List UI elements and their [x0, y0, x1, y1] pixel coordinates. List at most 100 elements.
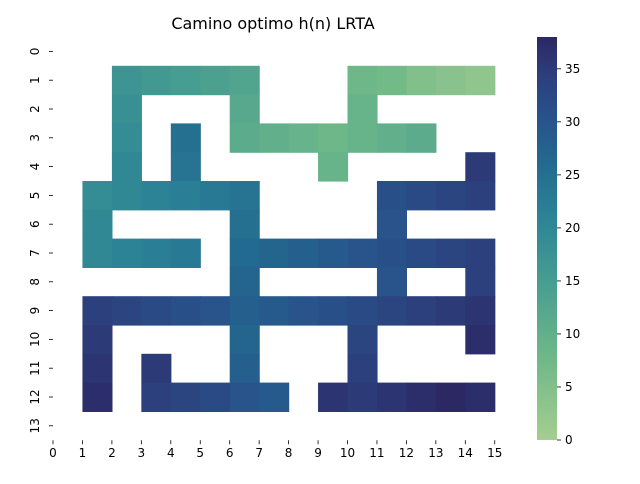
heatmap-cell	[465, 152, 496, 182]
heatmap-cell	[465, 65, 496, 96]
heatmap-cell	[318, 152, 349, 182]
heatmap-cell	[82, 238, 113, 268]
heatmap-cell	[111, 181, 142, 211]
colorbar-gradient	[537, 37, 557, 440]
heatmap-cell	[111, 296, 142, 326]
heatmap-cell	[141, 382, 172, 412]
heatmap-cell	[376, 209, 407, 240]
x-tick-label: 6	[226, 446, 234, 460]
x-tick-label: 1	[79, 446, 87, 460]
heatmap-cell	[170, 152, 201, 182]
heatmap-cell	[111, 152, 142, 182]
heatmap-cell	[406, 382, 437, 412]
heatmap-cell	[229, 353, 260, 384]
heatmap-cell	[347, 296, 378, 326]
heatmap-cell	[288, 123, 319, 153]
heatmap-cell	[259, 238, 290, 268]
y-tick-label: 5	[28, 192, 42, 200]
x-tick-label: 5	[196, 446, 204, 460]
colorbar-tick-label: 35	[565, 62, 580, 76]
x-tick-label: 3	[138, 446, 146, 460]
x-tick-label: 10	[340, 446, 355, 460]
heatmap-cell	[406, 181, 437, 211]
heatmap-cell	[288, 296, 319, 326]
y-tick-label: 0	[28, 48, 42, 56]
heatmap-cell	[111, 94, 142, 124]
heatmap-cell	[170, 296, 201, 326]
heatmap-cell	[170, 123, 201, 153]
x-tick-label: 15	[487, 446, 502, 460]
heatmap-cell	[465, 267, 496, 297]
heatmap-cells	[82, 65, 496, 412]
chart-title: Camino optimo h(n) LRTA	[171, 14, 374, 33]
heatmap-cell	[318, 382, 349, 412]
heatmap-cell	[170, 238, 201, 268]
x-tick-label: 9	[314, 446, 322, 460]
heatmap-cell	[376, 181, 407, 211]
heatmap-cell	[318, 296, 349, 326]
heatmap-cell	[200, 382, 231, 412]
heatmap-cell	[435, 181, 466, 211]
heatmap-cell	[200, 296, 231, 326]
heatmap-cell	[465, 238, 496, 268]
heatmap-cell	[465, 325, 496, 355]
y-tick-label: 11	[28, 361, 42, 376]
heatmap-cell	[406, 123, 437, 153]
heatmap-cell	[347, 353, 378, 384]
x-tick-label: 2	[108, 446, 116, 460]
heatmap-cell	[465, 181, 496, 211]
y-tick-label: 8	[28, 278, 42, 286]
heatmap-cell	[141, 353, 172, 384]
colorbar-tick-label: 30	[565, 115, 580, 129]
colorbar: 0 5 10 15 20 25 30 35	[537, 37, 580, 447]
heatmap-cell	[170, 65, 201, 96]
y-tick-label: 13	[28, 418, 42, 433]
x-tick-label: 11	[369, 446, 384, 460]
y-tick-label: 10	[28, 332, 42, 347]
heatmap-cell	[170, 382, 201, 412]
colorbar-tick-label: 25	[565, 168, 580, 182]
heatmap-cell	[229, 382, 260, 412]
heatmap-cell	[141, 65, 172, 96]
heatmap-cell	[82, 209, 113, 240]
heatmap-cell	[376, 296, 407, 326]
heatmap-cell	[229, 267, 260, 297]
heatmap-cell	[318, 123, 349, 153]
heatmap-cell	[82, 325, 113, 355]
x-tick-label: 13	[428, 446, 443, 460]
heatmap-cell	[406, 65, 437, 96]
heatmap-cell	[259, 296, 290, 326]
heatmap-cell	[465, 382, 496, 412]
y-tick-label: 7	[28, 249, 42, 257]
heatmap-cell	[82, 296, 113, 326]
y-tick-label: 4	[28, 163, 42, 171]
colorbar-tick-label: 10	[565, 327, 580, 341]
heatmap-cell	[229, 65, 260, 96]
x-tick-label: 8	[285, 446, 293, 460]
heatmap-cell	[229, 325, 260, 355]
x-tick-label: 7	[255, 446, 263, 460]
heatmap-cell	[141, 296, 172, 326]
heatmap-cell	[435, 238, 466, 268]
heatmap-cell	[82, 382, 113, 412]
y-tick-label: 1	[28, 76, 42, 84]
colorbar-tick-label: 15	[565, 274, 580, 288]
heatmap-cell	[347, 123, 378, 153]
heatmap-cell	[347, 382, 378, 412]
heatmap-cell	[229, 238, 260, 268]
heatmap-cell	[406, 296, 437, 326]
x-tick-label: 14	[458, 446, 473, 460]
heatmap-cell	[200, 181, 231, 211]
x-tick-label: 4	[167, 446, 175, 460]
heatmap-cell	[347, 94, 378, 124]
x-axis-ticks: 0 1 2 3 4 5 6 7 8 9 10 11 12 13 14 15	[49, 440, 502, 460]
heatmap-cell	[435, 382, 466, 412]
y-tick-label: 12	[28, 389, 42, 404]
heatmap-cell	[376, 267, 407, 297]
heatmap-cell	[229, 181, 260, 211]
heatmap-cell	[200, 65, 231, 96]
heatmap-cell	[111, 238, 142, 268]
heatmap-cell	[111, 123, 142, 153]
